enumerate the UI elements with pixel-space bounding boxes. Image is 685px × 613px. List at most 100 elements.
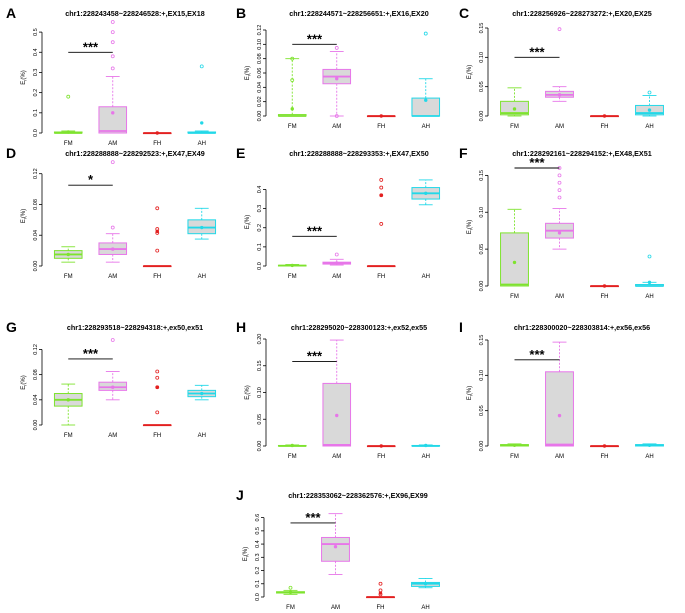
outlier-point: [334, 114, 339, 118]
x-tick-label: FM: [64, 274, 73, 280]
outlier-point: [288, 585, 293, 590]
panel-title: chr1:228288888~228293353:+,EX47,EX50: [289, 149, 428, 158]
outlier-point: [110, 160, 115, 165]
mean-point: [557, 93, 562, 97]
y-tick-label: 0.08: [257, 53, 263, 64]
iqr-box: [321, 536, 350, 562]
outlier-point: [334, 46, 339, 50]
box-fh: [590, 284, 619, 288]
x-tick-label: AH: [421, 605, 429, 611]
mean-point: [512, 443, 517, 447]
box-am: [545, 27, 574, 102]
y-tick-label: 0.12: [33, 344, 39, 355]
y-tick-label: 0.00: [33, 261, 39, 272]
box-fh: [366, 581, 395, 599]
mean-point: [111, 247, 115, 251]
y-tick-label: 0.05: [479, 405, 485, 416]
panel-title: chr1:228244571~228256651:+,EX16,EX20: [289, 9, 428, 18]
y-tick-label: 0.06: [257, 68, 263, 79]
x-tick-label: AM: [555, 124, 564, 130]
iqr-box: [98, 106, 128, 134]
y-tick-label: 0.08: [33, 199, 39, 210]
x-tick-label: AM: [332, 124, 341, 130]
y-tick-label: 0.4: [33, 48, 39, 56]
box-am: [322, 339, 352, 447]
significance-label: ***: [307, 348, 323, 363]
panel-letter: I: [459, 319, 463, 335]
panel-letter: J: [236, 487, 244, 503]
significance-label: *: [88, 172, 94, 187]
mean-point: [423, 582, 428, 586]
y-tick-label: 0.3: [33, 69, 39, 77]
outlier-point: [110, 338, 115, 342]
box-fm: [500, 443, 529, 447]
panel-letter: E: [236, 145, 245, 161]
x-tick-label: AH: [198, 433, 206, 439]
outlier-point: [647, 90, 652, 95]
y-tick-label: 0.00: [257, 111, 263, 122]
x-tick-label: AH: [422, 274, 430, 280]
panel-letter: A: [6, 5, 16, 21]
y-tick-label: 0.00: [33, 420, 39, 431]
y-axis-label: EI(%): [21, 375, 28, 389]
mean-point: [288, 590, 293, 595]
box-ah: [411, 179, 441, 206]
y-tick-label: 0.6: [255, 514, 261, 522]
outlier-point: [378, 581, 383, 586]
y-tick-label: 0.10: [479, 52, 485, 63]
y-tick-label: 0.05: [479, 81, 485, 92]
mean-point: [290, 443, 294, 448]
outlier-point: [155, 206, 160, 211]
box-fm: [276, 585, 305, 595]
x-tick-label: FM: [510, 294, 519, 300]
outlier-point: [378, 592, 383, 597]
outlier-point: [110, 30, 115, 34]
significance-label: ***: [529, 155, 545, 170]
outlier-point: [155, 231, 160, 235]
mean-point: [66, 252, 70, 257]
y-tick-label: 0.04: [33, 230, 39, 241]
box-fm: [53, 94, 83, 134]
box-ah: [635, 90, 664, 117]
panel-title: chr1:228353062~228362576:+,EX96,EX99: [288, 491, 427, 500]
mean-point: [424, 98, 428, 102]
outlier-point: [557, 195, 562, 200]
mean-point: [557, 413, 562, 418]
panel-letter: C: [459, 5, 469, 21]
y-axis-label: EI(%): [467, 386, 474, 400]
y-tick-label: 0.15: [257, 360, 263, 371]
y-axis-label: EI(%): [467, 65, 474, 79]
x-tick-label: FM: [510, 454, 519, 460]
panel-title: chr1:228300020~228303814:+,ex56,ex56: [514, 323, 650, 332]
x-tick-label: AM: [108, 274, 117, 280]
box-fh: [366, 114, 396, 118]
outlier-point: [199, 64, 204, 69]
y-tick-label: 0.00: [257, 441, 263, 452]
x-tick-label: FM: [288, 274, 297, 280]
x-tick-label: FM: [64, 141, 73, 147]
mean-point: [333, 545, 338, 549]
y-tick-label: 0.5: [33, 28, 39, 36]
mean-point: [379, 114, 383, 118]
significance-label: ***: [307, 223, 323, 238]
y-tick-label: 0.15: [479, 170, 485, 181]
box-ah: [411, 578, 440, 589]
box-ah: [635, 254, 664, 287]
x-tick-label: FH: [153, 433, 161, 439]
x-tick-label: FM: [64, 433, 73, 439]
y-tick-label: 0.5: [255, 527, 261, 535]
y-tick-label: 0.02: [257, 96, 263, 107]
y-tick-label: 0.1: [255, 580, 261, 588]
x-tick-label: AM: [108, 433, 117, 439]
box-fh: [142, 369, 172, 427]
outlier-point: [557, 173, 562, 178]
box-am: [545, 166, 574, 250]
x-tick-label: FM: [288, 124, 297, 130]
